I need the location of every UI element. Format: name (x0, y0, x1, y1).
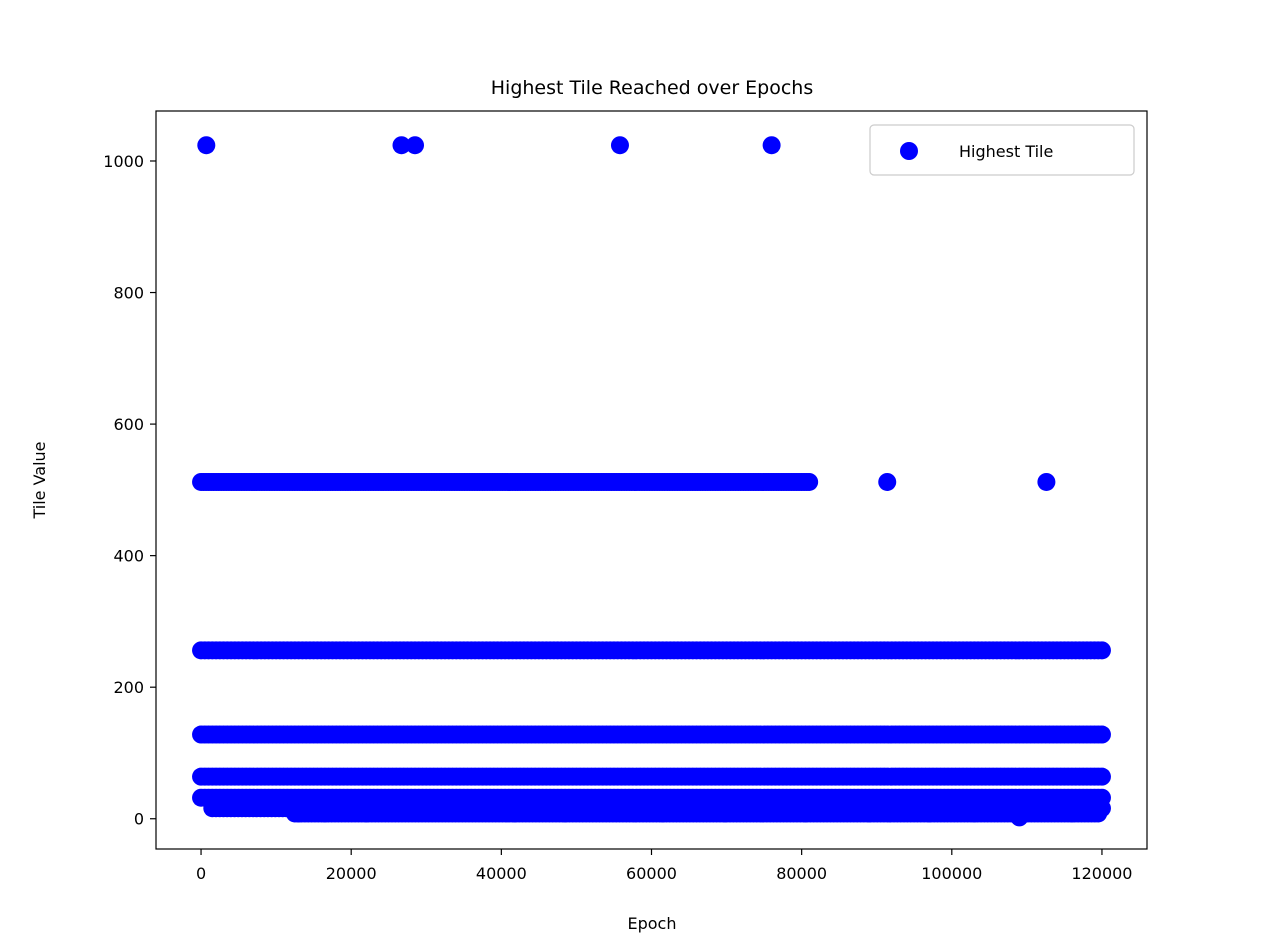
data-point (1092, 767, 1111, 786)
data-point (1010, 808, 1029, 827)
x-tick-label: 20000 (326, 864, 377, 883)
data-point (315, 804, 334, 823)
data-point (357, 804, 376, 823)
x-tick-label: 0 (196, 864, 206, 883)
legend-marker (900, 142, 918, 160)
x-tick-label: 60000 (626, 864, 677, 883)
y-tick-label: 0 (134, 810, 144, 829)
data-point (716, 804, 735, 823)
data-point (197, 136, 216, 155)
legend-box (869, 124, 1135, 176)
data-point (289, 804, 308, 823)
x-tick-label: 80000 (776, 864, 827, 883)
legend: Highest Tile (869, 124, 1135, 176)
data-point (1092, 641, 1111, 660)
chart-title: Highest Tile Reached over Epochs (491, 77, 814, 99)
data-point (653, 804, 672, 823)
data-point (1089, 804, 1108, 823)
data-point (800, 472, 819, 491)
data-point (392, 136, 411, 155)
y-tick-label: 200 (113, 678, 144, 697)
data-point (762, 136, 781, 155)
x-tick-label: 120000 (1071, 864, 1132, 883)
y-tick-label: 400 (113, 547, 144, 566)
legend-entry-label: Highest Tile (959, 142, 1053, 161)
data-point (1037, 472, 1056, 491)
data-point (796, 804, 815, 823)
y-tick-label: 1000 (103, 152, 144, 171)
data-point (556, 804, 575, 823)
y-tick-label: 600 (113, 415, 144, 434)
data-point (1092, 725, 1111, 744)
y-axis-label: Tile Value (30, 441, 49, 519)
data-point (860, 804, 879, 823)
data-point (878, 472, 897, 491)
x-tick-label: 100000 (921, 864, 982, 883)
x-tick-label: 40000 (476, 864, 527, 883)
data-points (192, 136, 1111, 827)
data-point (920, 804, 939, 823)
y-tick-label: 800 (113, 284, 144, 303)
data-point (610, 136, 629, 155)
x-axis-label: Epoch (628, 914, 677, 933)
data-point (965, 804, 984, 823)
data-point (1062, 804, 1081, 823)
data-point (406, 136, 425, 155)
x-axis: 0 20000 40000 60000 80000 100000 120000 (196, 849, 1132, 883)
data-point (505, 804, 524, 823)
y-axis: 0 200 400 600 800 1000 (103, 152, 156, 829)
